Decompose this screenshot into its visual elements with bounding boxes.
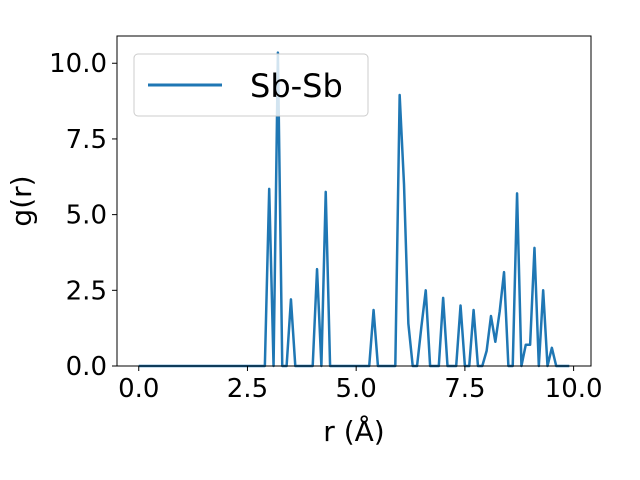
x-tick-label: 7.5 xyxy=(444,374,485,404)
y-tick-label: 0.0 xyxy=(66,352,107,382)
y-tick-label: 5.0 xyxy=(66,201,107,231)
plot-area xyxy=(116,35,592,368)
legend-box xyxy=(133,53,369,117)
axes-frame xyxy=(116,35,592,367)
y-tick-label: 10.0 xyxy=(49,49,107,79)
y-axis-label: g(r) xyxy=(5,175,38,226)
legend-label: Sb-Sb xyxy=(250,67,343,105)
y-axis-ticks: 0.0 2.5 5.0 7.5 10.0 xyxy=(49,49,117,382)
x-axis-label: r (Å) xyxy=(323,414,384,448)
x-tick-label: 10.0 xyxy=(545,374,603,404)
x-tick-label: 2.5 xyxy=(227,374,268,404)
x-axis-ticks: 0.0 2.5 5.0 7.5 10.0 xyxy=(118,366,603,404)
y-tick-label: 2.5 xyxy=(66,276,107,306)
x-tick-label: 0.0 xyxy=(118,374,159,404)
y-tick-label: 7.5 xyxy=(66,125,107,155)
legend: Sb-Sb xyxy=(133,53,369,117)
x-tick-label: 5.0 xyxy=(335,374,376,404)
